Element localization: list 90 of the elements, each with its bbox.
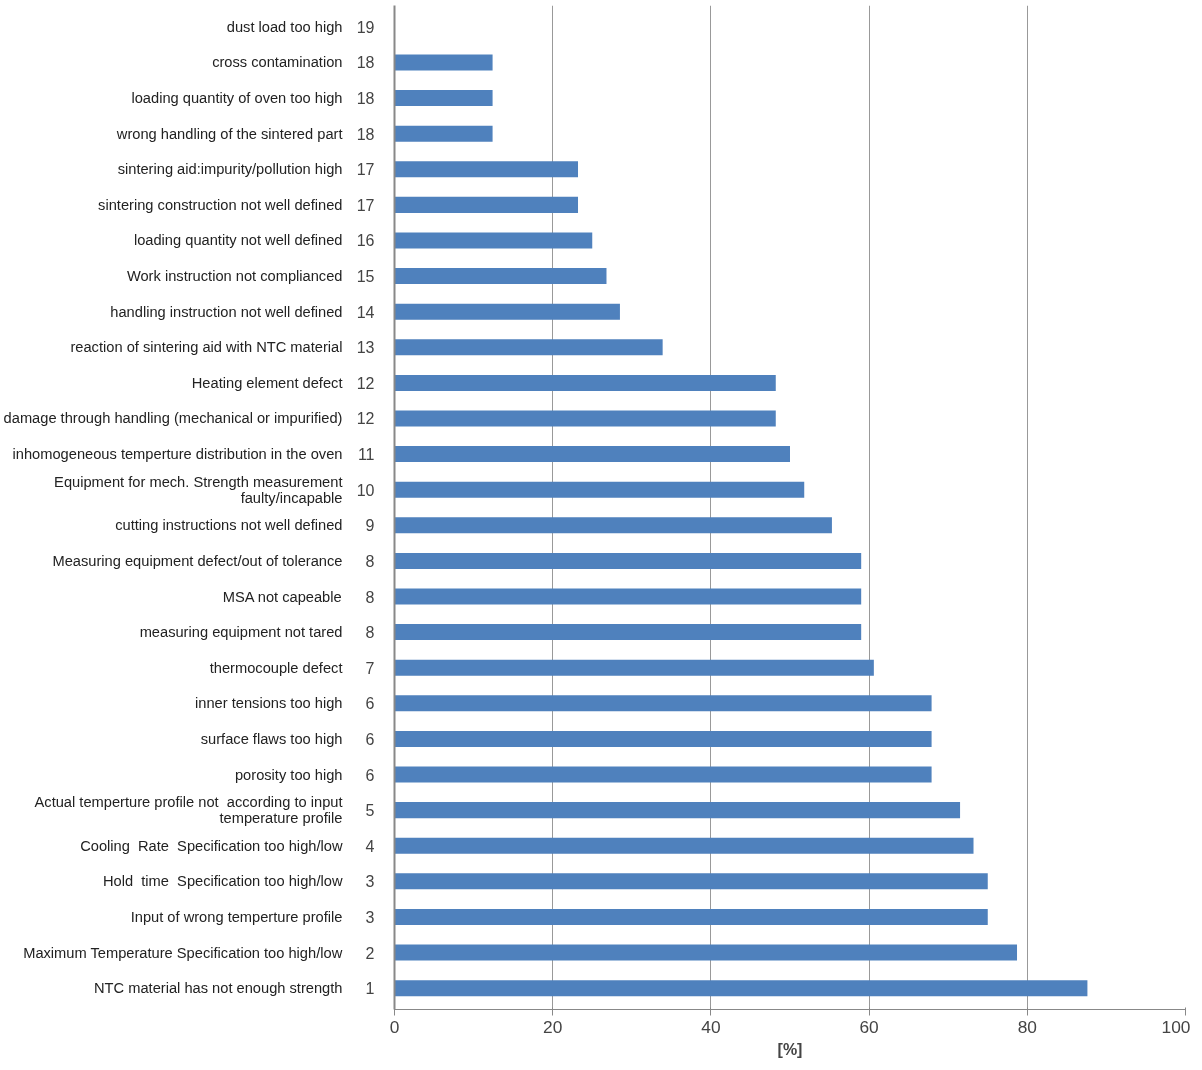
bar bbox=[394, 695, 932, 712]
y-tick-label: dust load too high bbox=[226, 18, 343, 35]
y-tick-label: loading quantity of oven too high bbox=[131, 90, 343, 107]
y-tick-label: Hold time Specification too high/low bbox=[102, 873, 343, 890]
text: 13 bbox=[356, 339, 375, 357]
text: 8 bbox=[365, 624, 375, 642]
y-tick-label: measuring equipment not tared bbox=[139, 624, 343, 641]
x-tick-label: 0 bbox=[389, 1016, 400, 1037]
bar bbox=[394, 481, 805, 498]
text: 8 bbox=[365, 552, 375, 570]
text: 3 bbox=[365, 908, 375, 926]
y-tick-label: Equipment for mech. Strength measurement faulty/incapable bbox=[54, 473, 343, 506]
text: 12 bbox=[356, 374, 375, 392]
bar bbox=[394, 980, 1088, 997]
y-tick-label: porosity too high bbox=[234, 766, 343, 783]
bar bbox=[394, 908, 988, 925]
y-tick-label: cross contamination bbox=[212, 54, 343, 71]
bar bbox=[394, 339, 663, 356]
y-tick-label: NTC material has not enough strength bbox=[94, 980, 343, 997]
y-tick-label: reaction of sintering aid with NTC material bbox=[70, 339, 343, 356]
bar bbox=[394, 802, 961, 819]
y-tick-label: Cooling Rate Specification too high/low bbox=[80, 837, 343, 854]
bar bbox=[394, 410, 776, 427]
y-tick-label: Work instruction not complianced bbox=[126, 268, 343, 285]
bar bbox=[394, 517, 832, 534]
bar bbox=[394, 90, 493, 107]
bar bbox=[394, 944, 1018, 961]
y-tick-label: inner tensions too high bbox=[195, 695, 343, 712]
text: 15 bbox=[356, 268, 375, 286]
y-tick-label: Actual temperture profile not according to input temperature profile bbox=[34, 794, 343, 827]
y-tick-label: Input of wrong temperture profile bbox=[130, 908, 343, 925]
bar bbox=[394, 659, 874, 676]
bar bbox=[394, 624, 862, 641]
text: 16 bbox=[356, 232, 375, 250]
bar bbox=[394, 873, 988, 890]
bar bbox=[394, 161, 579, 178]
y-tick-label: loading quantity not well defined bbox=[133, 232, 343, 249]
y-tick-label: thermocouple defect bbox=[209, 659, 343, 676]
y-tick-label: inhomogeneous temperture distribution in the oven bbox=[12, 446, 343, 463]
bar bbox=[394, 125, 493, 142]
y-tick-label: handling instruction not well defined bbox=[110, 303, 343, 320]
text: 2 bbox=[365, 944, 375, 962]
y-tick-label: damage through handling (mechanical or impurified) bbox=[3, 410, 343, 427]
y-tick-label: Measuring equipment defect/out of tolerance bbox=[52, 552, 343, 569]
text: 18 bbox=[356, 54, 375, 72]
text: 3 bbox=[365, 873, 375, 891]
x-tick-label: 40 bbox=[701, 1016, 721, 1037]
bar bbox=[394, 730, 932, 747]
text: 1 bbox=[365, 980, 375, 998]
bar bbox=[394, 54, 493, 71]
y-tick-label: Heating element defect bbox=[191, 374, 343, 391]
x-tick-label: 100 bbox=[1161, 1016, 1191, 1037]
text: 7 bbox=[365, 659, 375, 677]
text: 11 bbox=[357, 446, 375, 464]
text: 19 bbox=[356, 18, 375, 36]
text: 17 bbox=[356, 161, 375, 179]
y-tick-label: wrong handling of the sintered part bbox=[115, 125, 343, 142]
bar bbox=[394, 588, 862, 605]
text: 18 bbox=[356, 125, 375, 143]
text: 6 bbox=[365, 695, 375, 713]
text: 17 bbox=[356, 196, 375, 214]
x-tick-label: 60 bbox=[859, 1016, 879, 1037]
text: 18 bbox=[356, 90, 375, 108]
bar bbox=[394, 766, 932, 783]
bar bbox=[394, 837, 974, 854]
y-tick-label: Maximum Temperature Specification too high/low bbox=[23, 944, 343, 961]
bar bbox=[394, 446, 790, 463]
text: 14 bbox=[356, 303, 375, 321]
text: 4 bbox=[365, 837, 375, 855]
text: 12 bbox=[356, 410, 375, 428]
y-tick-label: sintering aid:impurity/pollution high bbox=[117, 161, 343, 178]
bar bbox=[394, 374, 776, 391]
text: 8 bbox=[365, 588, 375, 606]
text: 6 bbox=[365, 730, 375, 748]
x-tick-label: 80 bbox=[1017, 1016, 1037, 1037]
text: 10 bbox=[356, 481, 375, 499]
text: 9 bbox=[365, 517, 375, 535]
text: 6 bbox=[365, 766, 375, 784]
y-tick-label: sintering construction not well defined bbox=[98, 196, 343, 213]
text: 5 bbox=[365, 802, 375, 820]
bar bbox=[394, 552, 862, 569]
bar bbox=[394, 303, 620, 320]
bar bbox=[394, 232, 593, 249]
bar bbox=[394, 196, 579, 213]
y-tick-label: surface flaws too high bbox=[200, 730, 343, 747]
x-tick-label: 20 bbox=[543, 1016, 563, 1037]
bar bbox=[394, 268, 607, 285]
y-tick-label: cutting instructions not well defined bbox=[115, 517, 343, 534]
x-axis-title: [%] bbox=[777, 1040, 803, 1058]
y-tick-label: MSA not capeable bbox=[222, 588, 342, 605]
